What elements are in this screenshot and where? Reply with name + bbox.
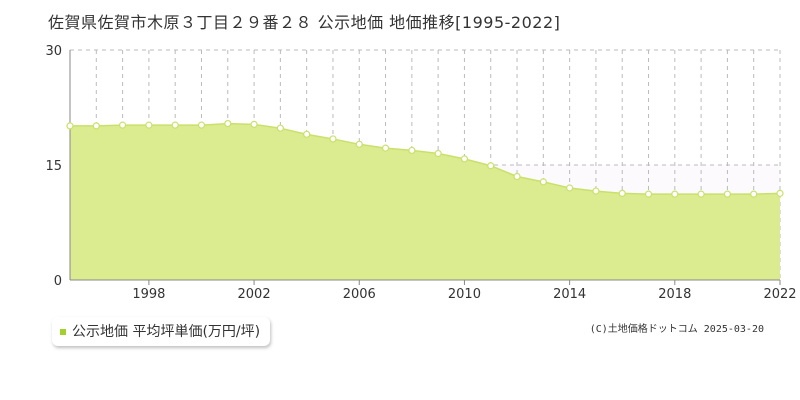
data-point <box>171 121 179 129</box>
y-tick-label: 0 <box>54 274 62 289</box>
data-point <box>697 190 705 198</box>
x-tick-label: 2010 <box>448 287 481 302</box>
data-point <box>671 190 679 198</box>
data-point <box>355 140 363 148</box>
data-point <box>566 184 574 192</box>
data-point <box>250 120 258 128</box>
data-point <box>460 155 469 163</box>
data-point <box>513 172 521 181</box>
data-point <box>434 149 442 158</box>
x-tick-label: 2006 <box>343 287 376 302</box>
copyright-text: (C)土地価格ドットコム 2025-03-20 <box>589 324 764 335</box>
chart-title: 佐賀県佐賀市木原３丁目２９番２８ 公示地価 地価推移[1995-2022] <box>48 13 561 32</box>
x-tick-label: 2002 <box>238 287 271 302</box>
data-point <box>776 189 784 197</box>
data-point <box>592 187 600 195</box>
data-point <box>381 144 390 152</box>
data-point <box>408 146 416 155</box>
area-fill <box>70 123 780 280</box>
data-point <box>723 190 732 198</box>
data-point <box>118 121 127 129</box>
x-tick-label: 2014 <box>553 287 586 302</box>
y-tick-label: 30 <box>45 44 62 59</box>
data-point <box>618 189 626 197</box>
series-line <box>70 122 781 195</box>
data-point <box>303 130 311 138</box>
data-point <box>276 124 284 132</box>
x-tick-label: 1998 <box>132 287 165 302</box>
data-point <box>92 122 100 130</box>
x-tick-label: 2018 <box>658 287 691 302</box>
data-point <box>329 135 337 143</box>
data-point <box>145 121 153 129</box>
legend-label: 公示地価 平均坪単価(万円/坪) <box>72 324 261 340</box>
data-point <box>539 178 547 186</box>
data-point <box>750 190 758 198</box>
data-point <box>487 162 495 170</box>
y-tick-label: 15 <box>45 159 62 174</box>
data-point <box>224 119 232 128</box>
legend: 公示地価 平均坪単価(万円/坪) <box>52 317 271 346</box>
data-point <box>644 190 653 198</box>
x-tick-label: 2022 <box>763 287 796 302</box>
data-point <box>197 121 206 129</box>
data-point <box>66 122 74 130</box>
legend-marker <box>60 329 66 335</box>
